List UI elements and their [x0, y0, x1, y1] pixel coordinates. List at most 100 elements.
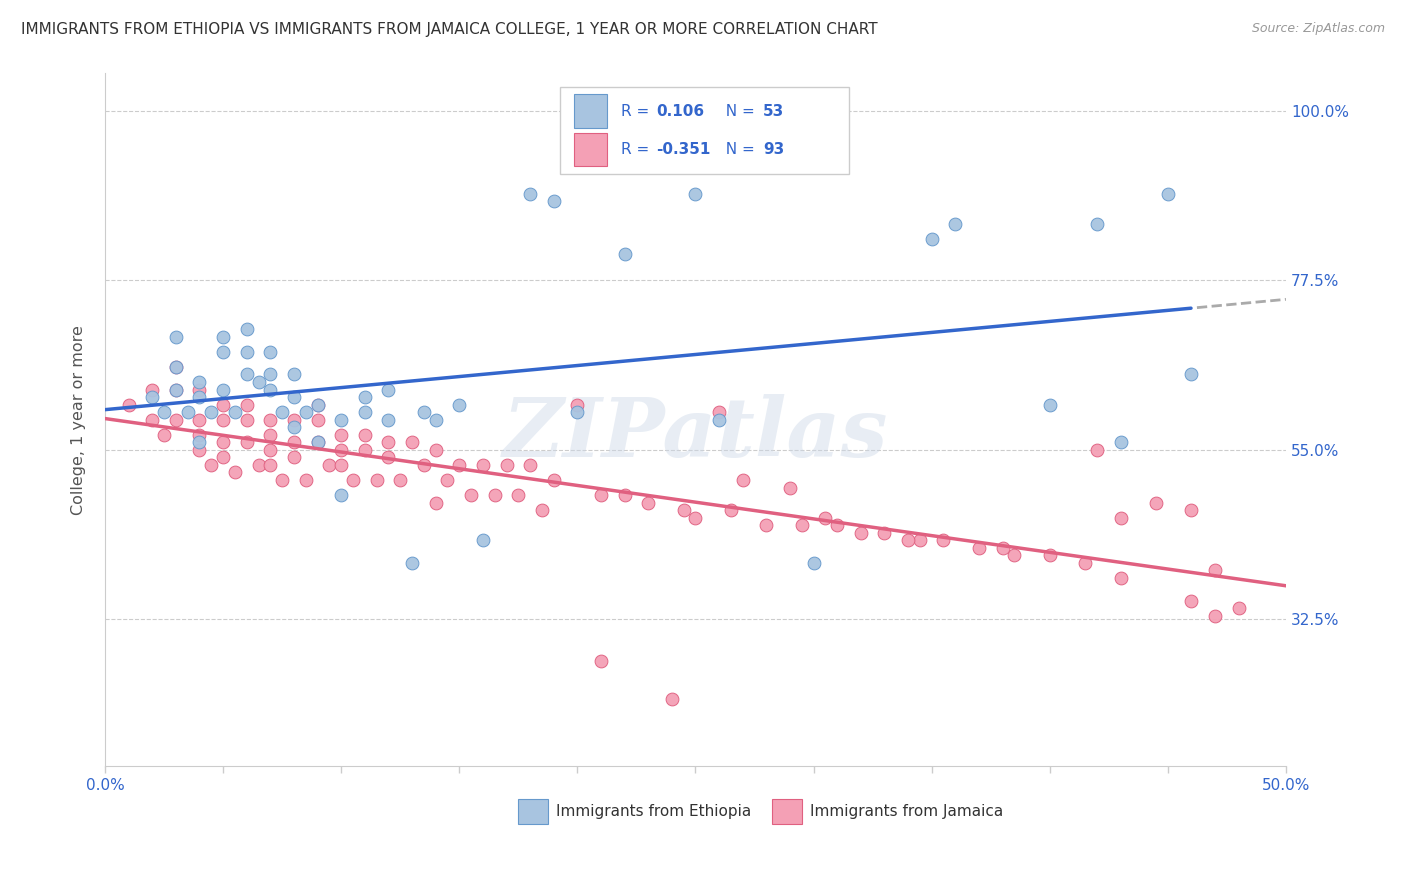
FancyBboxPatch shape	[519, 799, 548, 824]
Point	[330, 442, 353, 457]
Text: 93: 93	[763, 142, 785, 157]
Point	[188, 427, 211, 442]
Point	[377, 450, 399, 465]
FancyBboxPatch shape	[560, 87, 849, 174]
Point	[1074, 556, 1097, 570]
Point	[967, 541, 990, 555]
Point	[436, 473, 458, 487]
Point	[412, 458, 434, 472]
Point	[471, 533, 494, 548]
Point	[803, 556, 825, 570]
Point	[235, 368, 257, 382]
Point	[897, 533, 920, 548]
Point	[449, 398, 471, 412]
Point	[1180, 503, 1202, 517]
Point	[235, 413, 257, 427]
Point	[188, 442, 211, 457]
Point	[353, 442, 375, 457]
Point	[318, 458, 340, 472]
Point	[165, 383, 187, 397]
Point	[188, 435, 211, 450]
Point	[790, 518, 813, 533]
Point	[1227, 601, 1250, 615]
Point	[330, 413, 353, 427]
Point	[165, 330, 187, 344]
Point	[519, 186, 541, 201]
Point	[825, 518, 848, 533]
Point	[1109, 571, 1132, 585]
Point	[530, 503, 553, 517]
Point	[685, 510, 707, 524]
Point	[141, 383, 163, 397]
Text: N =: N =	[716, 142, 759, 157]
Point	[153, 405, 176, 419]
Point	[271, 473, 294, 487]
Text: 0.106: 0.106	[657, 103, 704, 119]
Point	[1204, 564, 1226, 578]
Point	[165, 359, 187, 374]
Point	[1085, 217, 1108, 231]
Point	[117, 398, 139, 412]
Point	[212, 383, 235, 397]
Text: IMMIGRANTS FROM ETHIOPIA VS IMMIGRANTS FROM JAMAICA COLLEGE, 1 YEAR OR MORE CORR: IMMIGRANTS FROM ETHIOPIA VS IMMIGRANTS F…	[21, 22, 877, 37]
Text: R =: R =	[621, 142, 654, 157]
Point	[176, 405, 198, 419]
Point	[425, 496, 447, 510]
Point	[283, 435, 305, 450]
Point	[141, 390, 163, 404]
Point	[212, 344, 235, 359]
Point	[921, 232, 943, 246]
Point	[932, 533, 955, 548]
Point	[1180, 593, 1202, 607]
Point	[259, 442, 281, 457]
Point	[235, 435, 257, 450]
Point	[484, 488, 506, 502]
Point	[707, 405, 730, 419]
Point	[661, 691, 683, 706]
Point	[259, 413, 281, 427]
Point	[283, 413, 305, 427]
Point	[283, 420, 305, 434]
Text: R =: R =	[621, 103, 654, 119]
Point	[307, 435, 329, 450]
Point	[589, 488, 612, 502]
Point	[1109, 510, 1132, 524]
Point	[235, 398, 257, 412]
Point	[849, 525, 872, 540]
Point	[814, 510, 837, 524]
Point	[153, 427, 176, 442]
Point	[508, 488, 530, 502]
Point	[613, 488, 636, 502]
Point	[412, 405, 434, 419]
Point	[224, 405, 246, 419]
Point	[1002, 549, 1025, 563]
Point	[200, 405, 222, 419]
Point	[212, 330, 235, 344]
Point	[188, 413, 211, 427]
Point	[991, 541, 1014, 555]
Point	[307, 435, 329, 450]
Point	[1039, 549, 1062, 563]
Point	[259, 344, 281, 359]
Point	[342, 473, 364, 487]
Point	[212, 450, 235, 465]
FancyBboxPatch shape	[772, 799, 801, 824]
Point	[460, 488, 482, 502]
Point	[389, 473, 412, 487]
Point	[1204, 608, 1226, 623]
Point	[353, 405, 375, 419]
Point	[543, 473, 565, 487]
Point	[247, 375, 270, 389]
Point	[1039, 398, 1062, 412]
Point	[353, 390, 375, 404]
Point	[188, 375, 211, 389]
Point	[1180, 368, 1202, 382]
Point	[1157, 186, 1180, 201]
Point	[589, 654, 612, 668]
Point	[943, 217, 966, 231]
Point	[720, 503, 742, 517]
Point	[908, 533, 931, 548]
Point	[366, 473, 388, 487]
Point	[141, 413, 163, 427]
Text: 53: 53	[763, 103, 785, 119]
